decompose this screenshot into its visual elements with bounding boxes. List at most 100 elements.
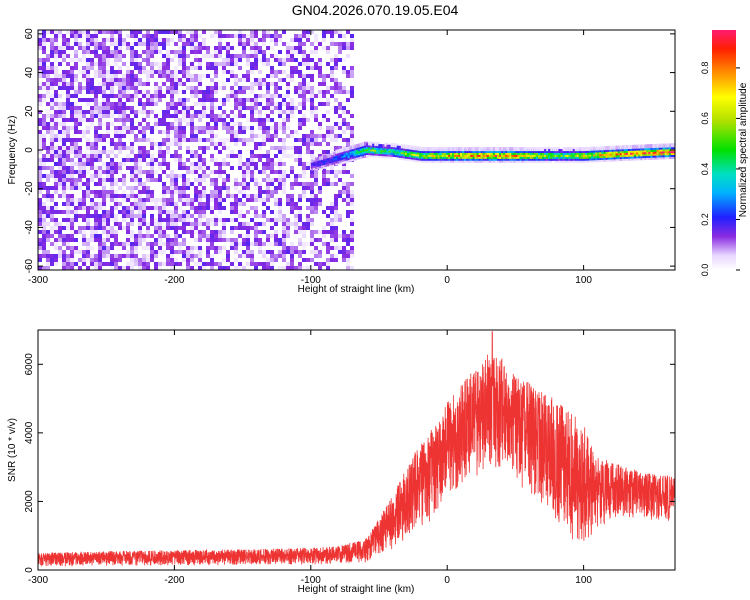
heatmap-cell xyxy=(242,98,246,102)
heatmap-cell xyxy=(186,230,190,234)
heatmap-cell xyxy=(230,226,234,230)
heatmap-cell xyxy=(222,226,226,230)
heatmap-cell xyxy=(334,98,338,102)
heatmap-cell xyxy=(570,147,575,152)
heatmap-cell xyxy=(290,250,294,254)
heatmap-cell xyxy=(166,134,170,138)
heatmap-cell xyxy=(334,170,338,174)
heatmap-cell xyxy=(54,230,58,234)
heatmap-cell xyxy=(110,210,114,214)
heatmap-cell xyxy=(330,66,334,70)
heatmap-cell xyxy=(270,170,274,174)
heatmap-cell xyxy=(106,78,110,82)
heatmap-cell xyxy=(537,147,542,152)
heatmap-cell xyxy=(338,146,342,150)
heatmap-cell xyxy=(250,54,254,58)
heatmap-cell xyxy=(374,141,379,146)
heatmap-cell xyxy=(302,34,306,38)
heatmap-cell xyxy=(166,54,170,58)
heatmap-cell xyxy=(42,226,46,230)
heatmap-cell xyxy=(98,134,102,138)
heatmap-cell xyxy=(330,74,334,78)
heatmap-cell xyxy=(74,86,78,90)
heatmap-cell xyxy=(110,166,114,170)
heatmap-cell xyxy=(38,202,42,206)
heatmap-cell xyxy=(342,246,346,250)
heatmap-cell xyxy=(314,206,318,210)
heatmap-cell xyxy=(314,170,318,174)
heatmap-cell xyxy=(74,30,78,34)
heatmap-cell xyxy=(266,62,270,66)
heatmap-cell xyxy=(266,190,270,194)
heatmap-cell xyxy=(146,114,150,118)
heatmap-cell xyxy=(214,134,218,138)
heatmap-cell xyxy=(58,74,62,78)
heatmap-cell xyxy=(270,98,274,102)
heatmap-cell xyxy=(282,78,286,82)
heatmap-cell xyxy=(178,246,182,250)
heatmap-cell xyxy=(82,166,86,170)
heatmap-cell xyxy=(294,46,298,50)
heatmap-cell xyxy=(106,98,110,102)
heatmap-cell xyxy=(138,98,142,102)
heatmap-cell xyxy=(578,147,583,152)
heatmap-cell xyxy=(274,30,278,34)
heatmap-cell xyxy=(242,126,246,130)
heatmap-cell xyxy=(58,130,62,134)
heatmap-cell xyxy=(54,34,58,38)
heatmap-cell xyxy=(198,210,202,214)
heatmap-cell xyxy=(314,110,318,114)
heatmap-cell xyxy=(246,62,250,66)
heatmap-cell xyxy=(330,210,334,214)
heatmap-cell xyxy=(146,162,150,166)
heatmap-cell xyxy=(58,210,62,214)
heatmap-cell xyxy=(310,98,314,102)
heatmap-cell xyxy=(54,246,58,250)
heatmap-cell xyxy=(46,190,50,194)
heatmap-cell xyxy=(58,46,62,50)
heatmap-cell xyxy=(46,74,50,78)
heatmap-cell xyxy=(158,118,162,122)
heatmap-cell xyxy=(98,158,102,162)
heatmap-cell xyxy=(346,198,350,202)
heatmap-cell xyxy=(274,70,278,74)
heatmap-cell xyxy=(106,194,110,198)
heatmap-cell xyxy=(230,74,234,78)
y-tick-label: 4000 xyxy=(24,421,35,444)
heatmap-cell xyxy=(138,182,142,186)
heatmap-cell xyxy=(338,90,342,94)
heatmap-cell xyxy=(130,74,134,78)
heatmap-cell xyxy=(210,118,214,122)
heatmap-cell xyxy=(66,150,70,154)
heatmap-cell xyxy=(202,206,206,210)
heatmap-cell xyxy=(102,182,106,186)
heatmap-cell xyxy=(178,142,182,146)
heatmap-cell xyxy=(310,130,314,134)
heatmap-cell xyxy=(102,214,106,218)
heatmap-cell xyxy=(154,238,158,242)
heatmap-cell xyxy=(306,162,310,166)
heatmap-cell xyxy=(150,254,154,258)
heatmap-cell xyxy=(154,230,158,234)
heatmap-cell xyxy=(274,218,278,222)
heatmap-cell xyxy=(86,78,90,82)
heatmap-cell xyxy=(238,266,242,270)
heatmap-cell xyxy=(130,230,134,234)
heatmap-cell xyxy=(278,38,282,42)
heatmap-cell xyxy=(182,74,186,78)
heatmap-cell xyxy=(174,158,178,162)
heatmap-cell xyxy=(182,70,186,74)
heatmap-cell xyxy=(146,54,150,58)
heatmap-cell xyxy=(170,182,174,186)
heatmap-cell xyxy=(174,242,178,246)
heatmap-cell xyxy=(298,74,302,78)
heatmap-cell xyxy=(186,54,190,58)
heatmap-cell xyxy=(98,58,102,62)
heatmap-cell xyxy=(206,74,210,78)
heatmap-cell xyxy=(162,62,166,66)
heatmap-cell xyxy=(218,46,222,50)
heatmap-cell xyxy=(130,194,134,198)
heatmap-cell xyxy=(254,226,258,230)
heatmap-cell xyxy=(218,206,222,210)
heatmap-cell xyxy=(122,122,126,126)
